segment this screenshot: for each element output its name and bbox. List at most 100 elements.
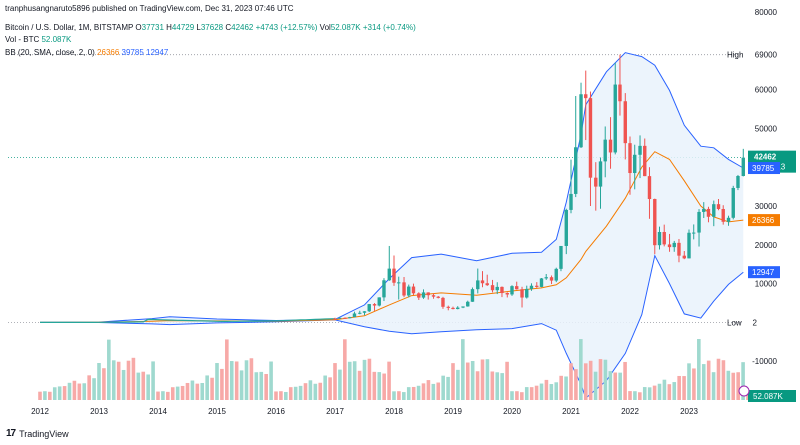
tradingview-logo-icon: 17 — [6, 428, 16, 439]
volume-bar — [185, 382, 190, 400]
volume-bar — [210, 377, 214, 400]
candle-body — [397, 282, 401, 284]
volume-bar — [579, 339, 583, 400]
volume-bar — [131, 357, 136, 400]
volume-bar — [313, 383, 318, 400]
volume-bar — [421, 383, 426, 400]
candle-body — [736, 176, 740, 188]
candle-body — [362, 311, 367, 313]
candle-body — [569, 193, 573, 210]
volume-bar — [549, 384, 554, 400]
volume-bar — [544, 379, 549, 400]
volume-bar — [274, 391, 278, 400]
volume-bar — [529, 387, 534, 400]
volume-badge-text: 52.087K — [753, 392, 783, 401]
tradingview-footer[interactable]: 17 TradingView — [6, 428, 69, 439]
volume-bar — [259, 371, 264, 400]
candle-body — [480, 280, 485, 284]
bb-legend-lower: 12947 — [146, 48, 169, 57]
x-axis-tick: 2019 — [444, 407, 462, 416]
volume-bar — [151, 361, 155, 400]
volume-bar — [456, 369, 460, 400]
bb-fill — [40, 52, 744, 399]
volume-bar — [161, 391, 165, 400]
low-marker-value: 2 — [753, 318, 758, 327]
volume-bar — [328, 377, 332, 400]
volume-bar — [57, 386, 62, 400]
candle-body — [387, 268, 391, 281]
x-axis-tick: 2015 — [208, 407, 226, 416]
candle-body — [436, 296, 440, 298]
volume-bar — [406, 387, 411, 400]
volume-bar — [254, 372, 259, 400]
volume-bar — [593, 371, 598, 400]
volume-bar — [136, 372, 141, 400]
volume-bar — [667, 384, 672, 400]
high-label: H44729 — [166, 23, 194, 32]
volume-bar — [92, 378, 96, 400]
candle-body — [402, 282, 406, 296]
volume-bar — [362, 359, 367, 400]
candle-body — [352, 313, 357, 318]
volume-bar — [333, 363, 337, 400]
volume-bar — [564, 376, 568, 400]
volume-bar — [52, 387, 57, 400]
candle-body — [392, 268, 396, 283]
y-axis-tick: -10000 — [752, 357, 777, 366]
volume-bar — [141, 371, 146, 400]
volume-bar — [195, 383, 200, 400]
volume-bar — [72, 380, 77, 400]
volume-bar — [426, 380, 431, 400]
candle-body — [726, 217, 731, 222]
candle-body — [613, 84, 617, 153]
candle-body — [525, 288, 529, 298]
volume-bar — [249, 358, 254, 400]
volume-bar — [392, 391, 396, 400]
candle-body — [638, 145, 642, 155]
volume-bar — [234, 361, 239, 400]
candle-body — [647, 176, 652, 200]
candle-body — [456, 307, 460, 310]
x-axis-tick: 2023 — [680, 407, 698, 416]
volume-bar — [220, 368, 224, 400]
volume-bar — [741, 362, 745, 400]
candle-body — [603, 139, 607, 162]
volume-bar — [156, 391, 160, 400]
candle-body — [446, 306, 450, 308]
volume-bar — [116, 361, 121, 400]
volume-bar — [588, 360, 593, 400]
volume-bar — [662, 379, 667, 400]
volume-bar — [397, 391, 401, 400]
candle-body — [657, 231, 662, 246]
volume-bar — [377, 372, 382, 400]
bb-upper-badge-rect — [748, 162, 780, 175]
open-label: O37731 — [135, 23, 163, 32]
volume-bar — [180, 385, 185, 400]
volume-bar — [500, 373, 504, 400]
symbol-title: Bitcoin / U.S. Dollar, 1M, BITSTAMP — [5, 23, 134, 32]
candle-body — [338, 317, 342, 319]
volume-bar — [520, 392, 524, 400]
volume-bar — [465, 362, 470, 400]
open-letter: O — [135, 23, 142, 32]
x-axis-tick: 2020 — [503, 407, 521, 416]
candle-body — [702, 208, 706, 212]
candle-body — [598, 161, 603, 187]
candle-body — [495, 286, 499, 291]
candle-body — [584, 94, 588, 99]
candle-body — [618, 84, 622, 102]
candle-body — [643, 145, 647, 177]
candle-body — [348, 317, 352, 319]
candle-body — [382, 280, 386, 298]
volume-bar — [239, 370, 244, 400]
bb-mid-badge-text: 26366 — [752, 216, 775, 225]
volume-bar — [598, 359, 603, 400]
volume-bar — [170, 387, 175, 400]
volume-bar — [67, 382, 72, 400]
candle-body — [367, 304, 371, 312]
volume-bar — [107, 339, 111, 400]
high-marker-value: 69000 — [755, 51, 778, 60]
bb-legend-label: BB (20, SMA, close, 2, 0) — [5, 48, 95, 57]
